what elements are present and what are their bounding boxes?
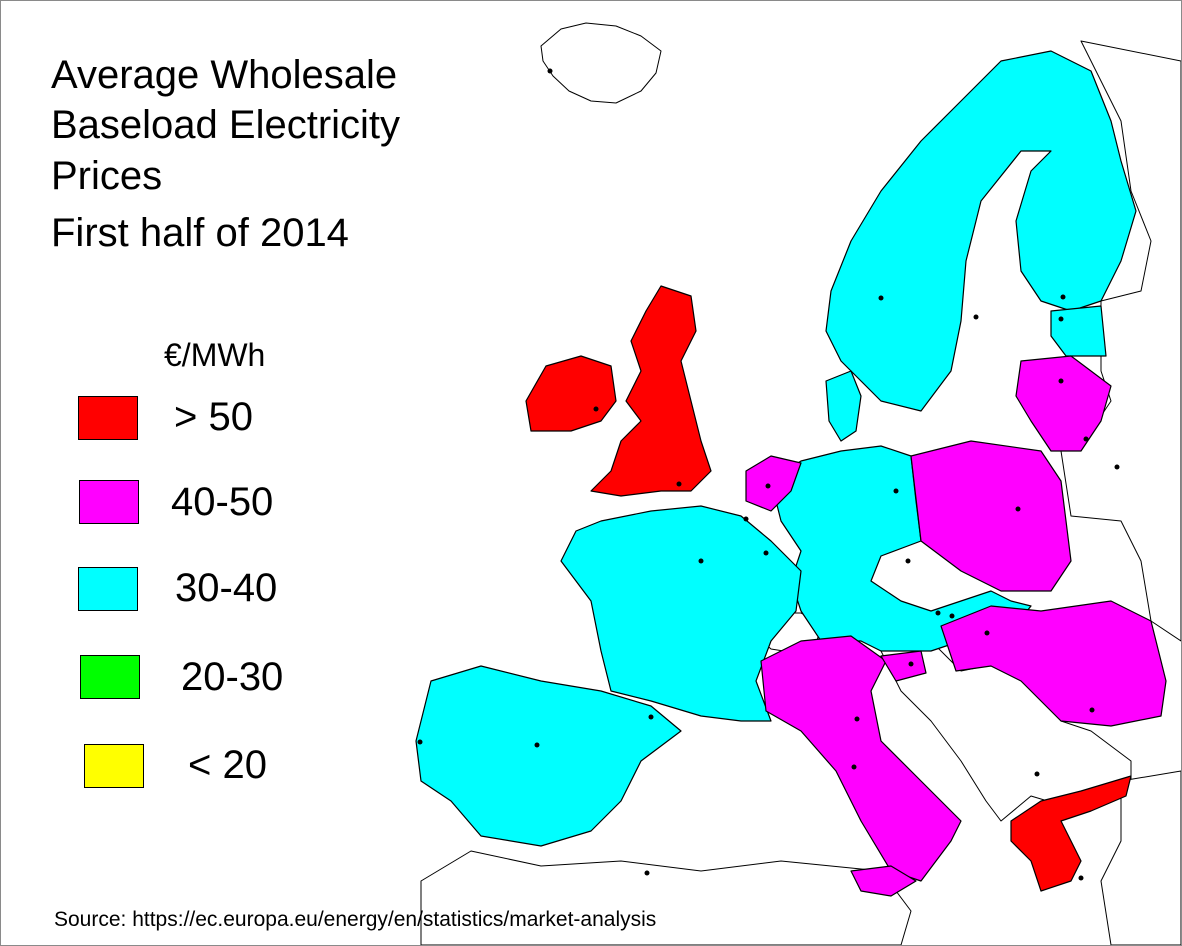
legend-unit: €/MWh	[164, 337, 266, 373]
region-estonia	[1050, 305, 1107, 357]
legend-swatch-40-50	[79, 480, 139, 524]
region-netherlands	[745, 455, 802, 512]
legend-label-20-30: 20-30	[181, 655, 284, 699]
legend-swatch-30-40	[78, 567, 138, 611]
legend-swatch-20-30	[80, 655, 140, 699]
title-line: First half of 2014	[51, 211, 349, 255]
title-line: Baseload Electricity	[51, 103, 401, 147]
region-baltics	[1015, 355, 1112, 452]
region-hungary-romania	[940, 600, 1167, 727]
legend-label-above-50: > 50	[174, 395, 253, 439]
region-sicily	[850, 865, 917, 897]
region-ireland	[525, 355, 617, 432]
region-great-britain	[590, 285, 712, 497]
title-line: Average Wholesale	[51, 53, 398, 97]
turkey	[1100, 770, 1181, 945]
legend-swatch-above-50	[78, 396, 138, 440]
region-norway-sweden	[825, 50, 1137, 412]
region-denmark	[825, 370, 862, 442]
region-iberia	[415, 665, 682, 847]
legend-swatch-below-20	[84, 744, 144, 788]
legend-label-below-20: < 20	[188, 743, 267, 787]
north-africa	[420, 850, 912, 945]
region-greece	[1010, 775, 1132, 892]
region-italy	[760, 635, 962, 882]
legend-label-40-50: 40-50	[171, 480, 274, 524]
source-caption: Source: https://ec.europa.eu/energy/en/s…	[54, 908, 657, 931]
region-slovenia	[880, 650, 927, 682]
legend-label-30-40: 30-40	[175, 566, 278, 610]
title-line: Prices	[51, 154, 163, 198]
iceland	[540, 22, 662, 104]
region-france	[560, 505, 802, 722]
region-poland	[910, 440, 1072, 592]
